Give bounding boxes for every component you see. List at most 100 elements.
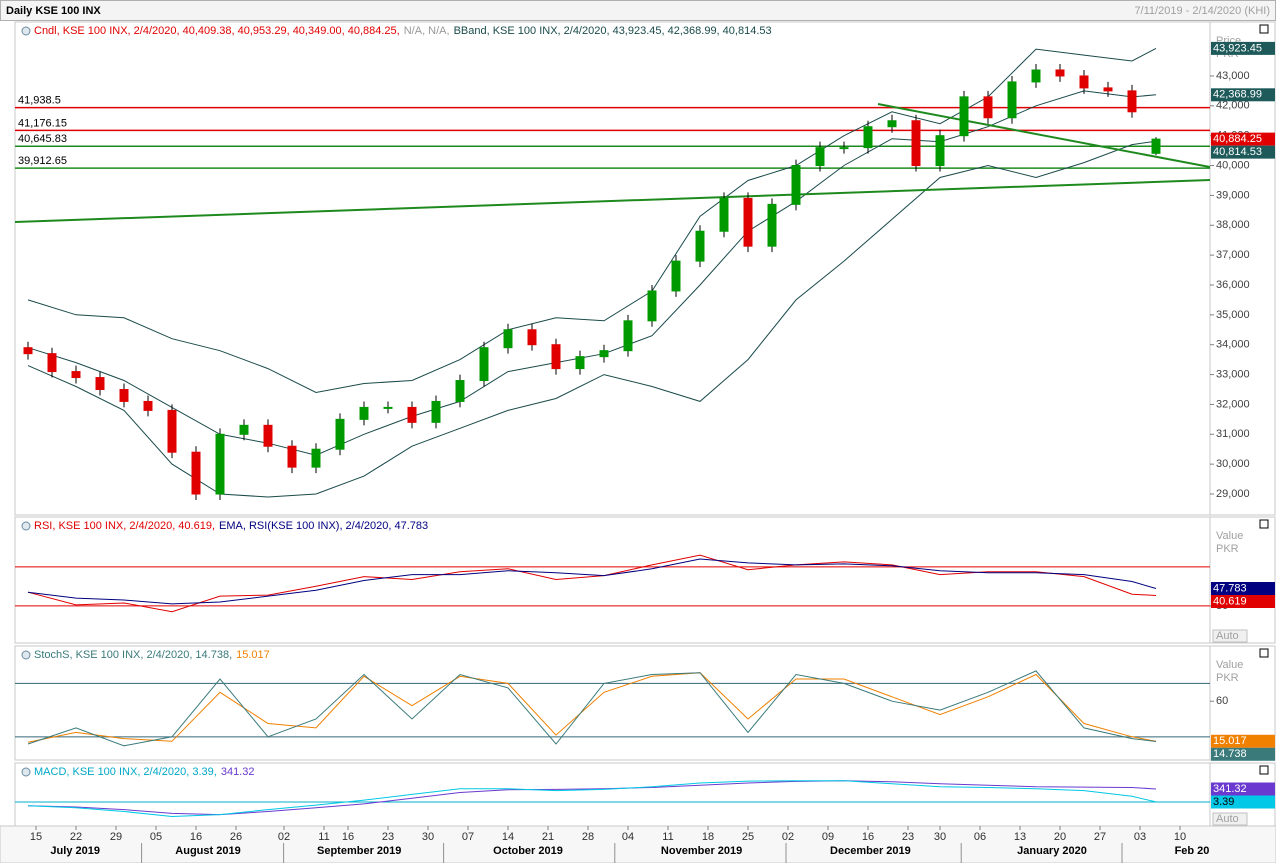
legend: Cndl, KSE 100 INX, 2/4/2020, 40,409.38, …	[34, 25, 772, 37]
close-button[interactable]	[1259, 648, 1269, 658]
value-box	[1211, 595, 1275, 609]
candle-body	[335, 418, 345, 450]
plot-area	[15, 47, 1210, 500]
y-tick-label: 40,000	[1216, 159, 1250, 171]
axis-unit: Value	[1216, 659, 1243, 671]
value-box-label: 3.39	[1213, 796, 1234, 808]
x-tick-label: 11	[662, 831, 673, 843]
x-tick-label: 28	[582, 831, 594, 843]
legend-icon	[21, 521, 31, 531]
legend-entry: RSI, KSE 100 INX, 2/4/2020, 40.619,	[34, 520, 215, 532]
candle-body	[1079, 75, 1089, 89]
y-tick-label: 38,000	[1216, 219, 1250, 231]
date-range: 7/11/2019 - 2/14/2020 (KHI)	[1134, 5, 1270, 17]
x-tick-label: 05	[150, 831, 162, 843]
indicator-line	[27, 672, 1157, 743]
x-tick-label: 06	[974, 831, 986, 843]
candle-body	[1151, 138, 1161, 154]
candle-body	[431, 400, 441, 423]
x-tick-label: 23	[382, 831, 394, 843]
x-tick-label: 25	[742, 831, 754, 843]
candle-body	[1055, 69, 1065, 77]
y-tick-label: 35,000	[1216, 309, 1250, 321]
auto-button[interactable]	[1212, 812, 1248, 826]
value-box-label: 40,814.53	[1213, 146, 1262, 158]
candle-body	[671, 260, 681, 292]
x-tick-label: 16	[342, 831, 354, 843]
value-box-label: 15.017	[1213, 735, 1247, 747]
x-tick-label: 20	[1054, 831, 1066, 843]
x-tick-label: 18	[702, 831, 714, 843]
month-label: August 2019	[175, 845, 240, 857]
x-tick-label: 09	[822, 831, 834, 843]
value-box	[1211, 782, 1275, 796]
y-tick-label: 60	[1216, 695, 1228, 707]
level-label: 40,645.83	[18, 133, 67, 145]
y-tick-label: 43,000	[1216, 70, 1250, 82]
candle-body	[551, 344, 561, 370]
candle-body	[503, 329, 513, 349]
candle-body	[935, 135, 945, 167]
month-label: November 2019	[661, 845, 742, 857]
x-tick-label: 27	[1094, 831, 1106, 843]
candle-body	[983, 96, 993, 119]
value-box-label: 40,884.25	[1213, 133, 1262, 145]
value-box-label: 43,923.45	[1213, 42, 1262, 54]
candle-body	[455, 380, 465, 402]
y-tick-label: 30,000	[1216, 458, 1250, 470]
x-axis-band	[0, 825, 1276, 863]
close-button[interactable]	[1259, 765, 1269, 775]
legend-entry: N/A, N/A,	[404, 25, 450, 37]
value-box	[1211, 734, 1275, 748]
auto-button[interactable]	[1212, 629, 1248, 643]
candle-body	[359, 406, 369, 420]
month-label: October 2019	[493, 845, 563, 857]
candle-body	[575, 356, 585, 370]
candle-body	[167, 409, 177, 453]
value-box	[1211, 41, 1275, 55]
title-bar	[0, 0, 1276, 21]
candle-body	[239, 424, 249, 435]
close-button[interactable]	[1259, 519, 1269, 529]
auto-label: Auto	[1216, 630, 1239, 642]
x-tick-label: 02	[278, 831, 290, 843]
legend-entry: Cndl, KSE 100 INX, 2/4/2020, 40,409.38, …	[34, 25, 400, 37]
x-tick-label: 14	[502, 831, 514, 843]
candle-body	[191, 451, 201, 495]
candle-body	[767, 203, 777, 247]
close-button[interactable]	[1259, 24, 1269, 34]
legend-entry: StochS, KSE 100 INX, 2/4/2020, 14.738,	[34, 649, 232, 661]
candle-body	[143, 400, 153, 411]
auto-label: Auto	[1216, 813, 1239, 825]
value-box	[1211, 145, 1275, 159]
value-box-label: 40.619	[1213, 595, 1247, 607]
x-tick-label: 04	[622, 831, 634, 843]
candle-body	[1007, 81, 1017, 119]
legend-icon	[21, 767, 31, 777]
legend-entry: 341.32	[221, 766, 255, 778]
value-box-label: 14.738	[1213, 748, 1247, 760]
level-label: 39,912.65	[18, 155, 67, 167]
candle-body	[959, 96, 969, 137]
y-tick-label: 31,000	[1216, 428, 1250, 440]
candle-body	[911, 120, 921, 167]
candle-body	[311, 448, 321, 468]
candle-body	[215, 433, 225, 495]
candle-body	[47, 353, 57, 373]
value-box	[1211, 747, 1275, 761]
value-box	[1211, 582, 1275, 596]
candle-body	[623, 320, 633, 352]
axis-currency: PKR	[1216, 672, 1239, 684]
y-tick-label: 42,000	[1216, 100, 1250, 112]
y-tick-label: 32,000	[1216, 398, 1250, 410]
candle-body	[719, 197, 729, 232]
month-label: July 2019	[50, 845, 100, 857]
legend-entry: MACD, KSE 100 INX, 2/4/2020, 3.39,	[34, 766, 217, 778]
value-box	[1211, 88, 1275, 102]
legend-entry: EMA, RSI(KSE 100 INX), 2/4/2020, 47.783	[219, 520, 428, 532]
month-label: December 2019	[830, 845, 911, 857]
candle-body	[479, 347, 489, 382]
value-box-label: 47.783	[1213, 582, 1247, 594]
candle-body	[287, 445, 297, 468]
